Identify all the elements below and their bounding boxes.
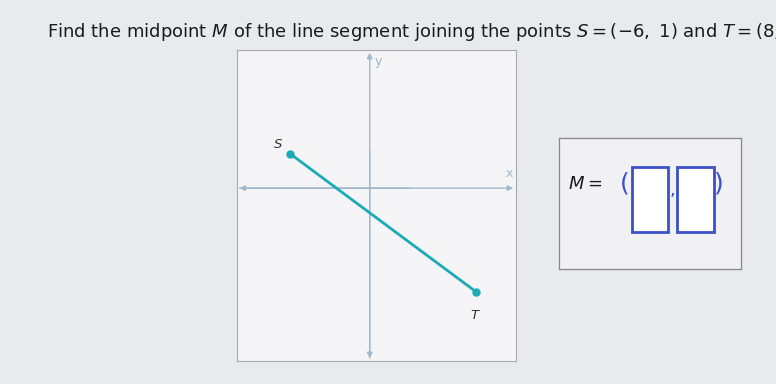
Text: T: T (471, 309, 479, 322)
Text: $M=$: $M=$ (568, 175, 602, 193)
Text: y: y (374, 55, 382, 68)
Text: S: S (273, 139, 282, 151)
FancyBboxPatch shape (632, 167, 668, 232)
Text: x: x (506, 167, 514, 180)
Text: Find the midpoint $M$ of the line segment joining the points $S = (-6,\ 1)$ and : Find the midpoint $M$ of the line segmen… (47, 21, 776, 43)
Text: ,: , (670, 182, 676, 199)
FancyBboxPatch shape (677, 167, 714, 232)
Text: ): ) (715, 172, 724, 196)
Text: (: ( (619, 172, 629, 196)
